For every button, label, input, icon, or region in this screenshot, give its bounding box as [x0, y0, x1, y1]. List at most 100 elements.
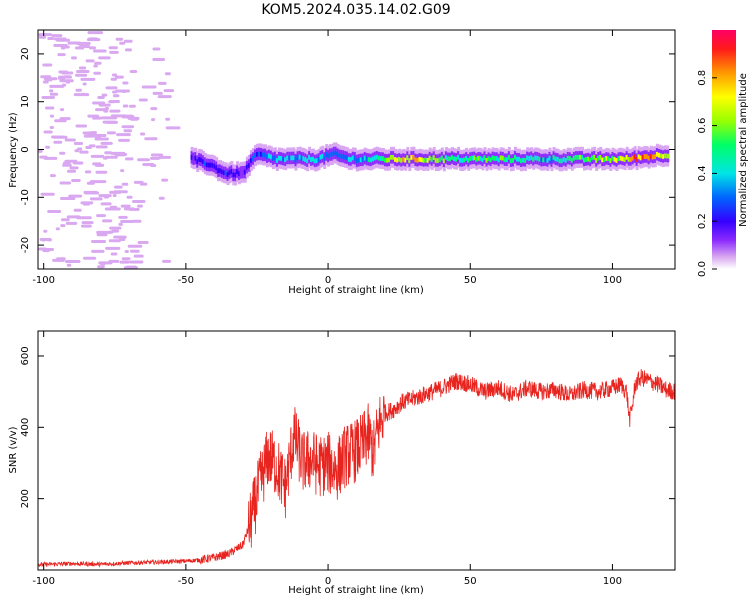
ridge-core [633, 154, 637, 160]
spectrogram-noise-cell [124, 48, 133, 52]
ridge-core [467, 157, 471, 163]
spectrogram-noise-cell [109, 190, 122, 194]
ridge-core [338, 153, 342, 159]
ridge-core [469, 156, 473, 161]
spectrogram-noise-cell [100, 262, 106, 266]
ridge-core [485, 157, 489, 163]
ridge-core [308, 154, 312, 160]
spectrogram-noise-cell [97, 95, 105, 99]
spectrogram-noise-cell [96, 233, 108, 237]
spectrogram-noise-cell [132, 219, 142, 223]
spectrogram-noise-cell [110, 252, 118, 256]
ridge-core [357, 157, 361, 163]
spectrogram-noise-cell [75, 42, 91, 46]
y-tick-label: -20 [20, 237, 31, 253]
ridge-core [321, 153, 325, 159]
spectrogram-xlabel: Height of straight line (km) [288, 285, 424, 296]
spectrogram-noise-cell [75, 124, 88, 128]
spectrogram-noise-cell [80, 77, 96, 81]
spectrogram-noise-cell [123, 207, 135, 211]
spectrogram-noise-cell [95, 108, 108, 112]
ridge-core [599, 154, 603, 160]
ridge-core [507, 155, 511, 160]
ridge-core [313, 158, 317, 164]
ridge-core [605, 155, 609, 161]
ridge-core [205, 162, 209, 168]
x-tick-label: -100 [32, 275, 55, 286]
ridge-core [328, 152, 332, 158]
spectrogram-noise-cell [119, 41, 126, 45]
ridge-core [580, 154, 584, 160]
spectrogram-noise-cell [93, 71, 102, 75]
ridge-core [267, 153, 271, 159]
ridge-core [540, 157, 544, 163]
ridge-core [249, 158, 253, 163]
ridge-core [444, 155, 448, 160]
ridge-core [487, 156, 491, 161]
ridge-core [406, 155, 410, 161]
ridge-core [465, 155, 469, 161]
spectrogram-noise-cell [88, 46, 97, 50]
ridge-core [471, 155, 475, 161]
ridge-core [198, 157, 202, 162]
spectrogram-noise-cell [51, 34, 63, 38]
x-tick-label: 50 [464, 576, 477, 587]
ridge-core [412, 154, 416, 160]
spectrogram-noise-cell [127, 116, 140, 120]
ridge-core [570, 157, 574, 163]
spectrogram-noise-cell [127, 244, 143, 248]
ridge-core [619, 155, 623, 161]
y-tick-label: 10 [20, 95, 31, 108]
snr-ticks: -100 -50 0 50 100 200 400 600 [20, 331, 675, 587]
spectrogram-noise-cell [49, 114, 55, 118]
ridge-core [501, 155, 505, 161]
spectrogram-noise-cell [92, 101, 106, 105]
snr-series-line [38, 368, 675, 568]
ridge-core [595, 158, 599, 163]
ridge-core [219, 168, 222, 173]
ridge-core [649, 153, 653, 159]
ridge-core [394, 157, 398, 162]
spectrogram-noise-cell [53, 37, 67, 41]
snr-frame [37, 330, 676, 571]
spectrogram-noise-cell [68, 194, 83, 198]
ridge-core [627, 156, 631, 162]
ridge-core [538, 156, 542, 162]
spectrogram-noise-cell [101, 93, 108, 97]
spectrogram-noise-cell [81, 221, 94, 225]
spectrogram-noise-cell [60, 218, 70, 222]
spectrogram-noise-cell [84, 191, 100, 195]
spectrogram-noise-cell [139, 182, 148, 186]
spectrogram-noise-cell [96, 230, 113, 234]
spectrogram-noise-cell [104, 155, 118, 159]
spectrogram-noise-cell [120, 204, 131, 208]
spectrogram-noise-cell [67, 41, 72, 45]
ridge-core [369, 157, 373, 163]
ridge-core [625, 154, 629, 160]
ridge-core [430, 157, 434, 162]
spectrogram-noise-cell [102, 120, 116, 124]
spectrogram-noise-cell [88, 144, 96, 148]
ridge-core [481, 157, 485, 163]
spectrogram-noise-cell [86, 38, 101, 42]
spectrogram-noise-cell [60, 224, 66, 228]
spectrogram-noise-cell [97, 265, 105, 269]
ridge-core [518, 156, 521, 162]
ridge-core [330, 152, 334, 157]
ridge-core [402, 157, 406, 162]
ridge-core [536, 155, 540, 161]
ridge-core [251, 156, 255, 161]
colorbar-gradient [712, 30, 736, 269]
spectrogram-noise-cell [124, 250, 129, 254]
spectrogram-noise-cell [121, 125, 135, 129]
y-tick-label: 20 [20, 48, 31, 61]
spectrogram-noise-cell [128, 104, 136, 108]
spectrogram-noise-cell [120, 219, 135, 223]
spectrogram-noise-cell [66, 169, 77, 173]
ridge-core [269, 154, 273, 160]
colorbar-tick-label: 0.6 [697, 118, 708, 134]
ridge-core [651, 154, 655, 160]
x-tick-label: -50 [178, 576, 194, 587]
spectrogram-noise-cell [69, 166, 79, 170]
